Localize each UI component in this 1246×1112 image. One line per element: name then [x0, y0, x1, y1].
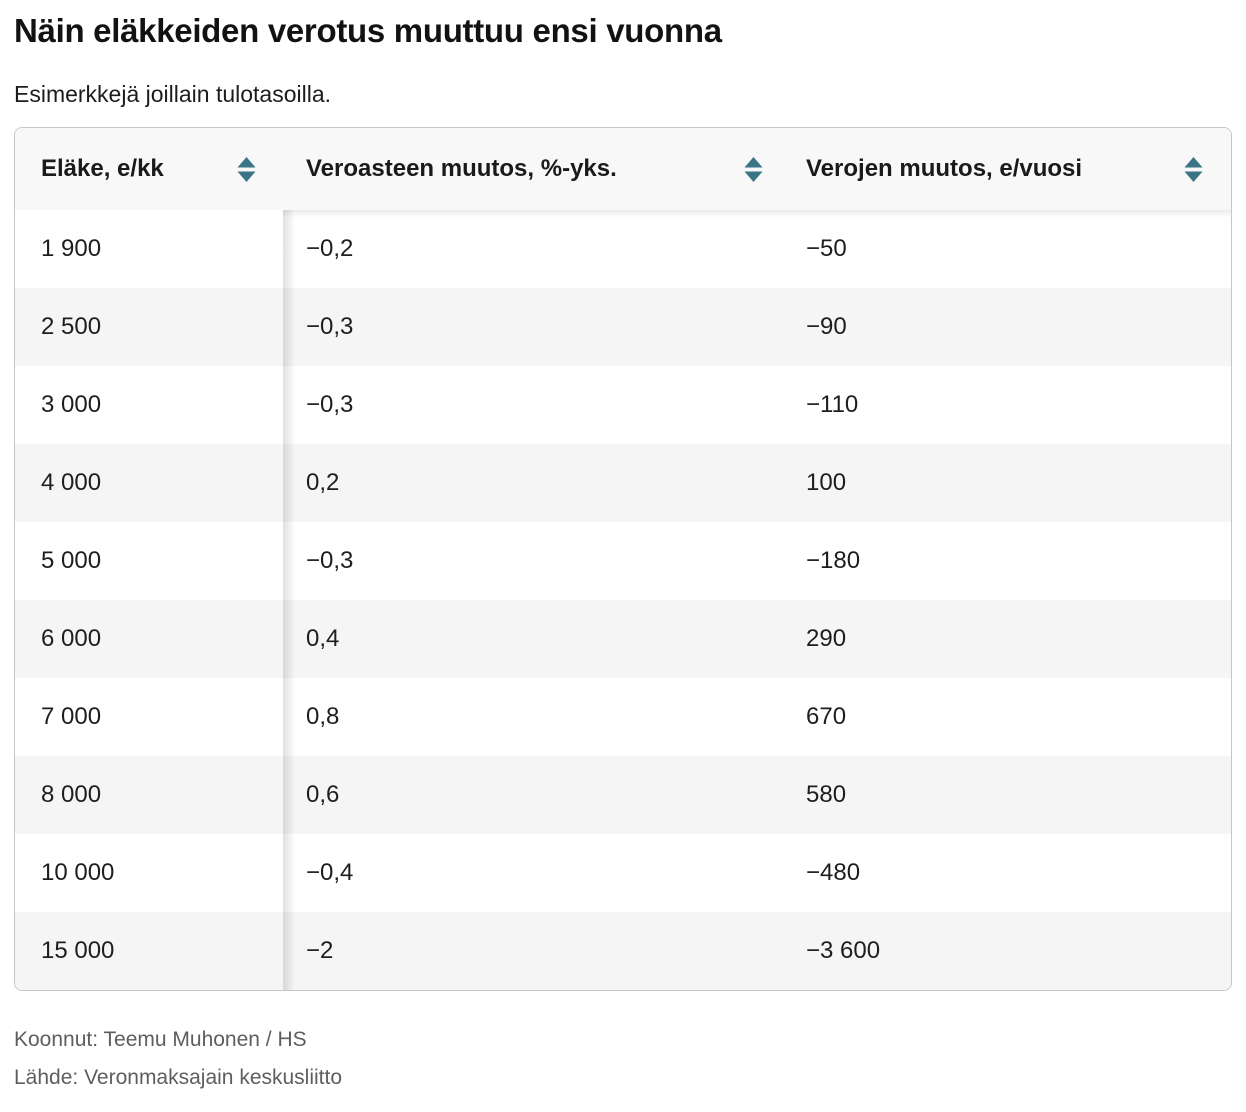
cell-tax-rate-change: −0,3: [306, 313, 354, 340]
cell-tax-rate-change: 0,4: [306, 625, 340, 652]
cell-tax-change: −3 600: [806, 937, 881, 964]
cell-tax-rate-change: −2: [306, 937, 334, 964]
sort-arrows-icon: [1184, 156, 1203, 182]
table-row: 1 900 −0,2 −50: [15, 210, 1231, 288]
cell-pension: 3 000: [41, 391, 102, 418]
table-body: 1 900 −0,2 −50 2 500 −0,3 −90 3 000 −0,3…: [15, 210, 1231, 990]
cell-pension: 1 900: [41, 235, 102, 262]
cell-pension: 7 000: [41, 703, 102, 730]
cell-tax-change: 100: [806, 469, 847, 496]
page-subtitle: Esimerkkejä joillain tulotasoilla.: [14, 81, 332, 107]
cell-tax-change: −50: [806, 235, 847, 262]
sort-arrows-icon: [744, 156, 763, 182]
cell-tax-rate-change: 0,8: [306, 703, 340, 730]
cell-pension: 15 000: [41, 937, 115, 964]
column-header-tax-change-label: Verojen muutos, e/vuosi: [806, 155, 1083, 182]
cell-tax-rate-change: −0,3: [306, 547, 354, 574]
cell-tax-change: 580: [806, 781, 847, 808]
table-row: 4 000 0,2 100: [15, 444, 1231, 522]
cell-pension: 6 000: [41, 625, 102, 652]
cell-tax-change: −180: [806, 547, 861, 574]
column-header-tax-rate-change[interactable]: Veroasteen muutos, %-yks.: [284, 128, 791, 210]
table-row: 10 000 −0,4 −480: [15, 834, 1231, 912]
cell-tax-rate-change: 0,2: [306, 469, 340, 496]
credit-line: Koonnut: Teemu Muhonen / HS: [14, 1028, 307, 1051]
column-header-tax-rate-change-label: Veroasteen muutos, %-yks.: [306, 155, 617, 182]
table-row: 8 000 0,6 580: [15, 756, 1231, 834]
cell-pension: 4 000: [41, 469, 102, 496]
cell-tax-rate-change: −0,3: [306, 391, 354, 418]
cell-tax-rate-change: −0,4: [306, 859, 354, 886]
cell-tax-change: −90: [806, 313, 847, 340]
cell-tax-rate-change: −0,2: [306, 235, 354, 262]
column-header-tax-change[interactable]: Verojen muutos, e/vuosi: [791, 128, 1231, 210]
cell-pension: 5 000: [41, 547, 102, 574]
cell-pension: 2 500: [41, 313, 102, 340]
cell-tax-change: 290: [806, 625, 847, 652]
cell-tax-change: −110: [806, 391, 859, 418]
sort-arrows-icon: [237, 156, 256, 182]
cell-tax-change: −480: [806, 859, 861, 886]
table-row: 5 000 −0,3 −180: [15, 522, 1231, 600]
cell-pension: 8 000: [41, 781, 102, 808]
table-row: 6 000 0,4 290: [15, 600, 1231, 678]
column-header-pension-label: Eläke, e/kk: [41, 155, 164, 182]
table-row: 7 000 0,8 670: [15, 678, 1231, 756]
page-title: Näin eläkkeiden verotus muuttuu ensi vuo…: [14, 12, 722, 49]
table-row: 2 500 −0,3 −90: [15, 288, 1231, 366]
table-header-row: Eläke, e/kk Veroasteen muutos, %-yks. Ve…: [15, 128, 1231, 210]
cell-tax-rate-change: 0,6: [306, 781, 340, 808]
cell-tax-change: 670: [806, 703, 847, 730]
table-row: 15 000 −2 −3 600: [15, 912, 1231, 990]
table-row: 3 000 −0,3 −110: [15, 366, 1231, 444]
cell-pension: 10 000: [41, 859, 115, 886]
column-header-pension[interactable]: Eläke, e/kk: [15, 128, 284, 210]
table-card: Eläke, e/kk Veroasteen muutos, %-yks. Ve…: [14, 127, 1232, 991]
table-footer: Koonnut: Teemu Muhonen / HS Lähde: Veron…: [14, 1021, 1232, 1097]
source-line: Lähde: Veronmaksajain keskusliitto: [14, 1066, 343, 1089]
